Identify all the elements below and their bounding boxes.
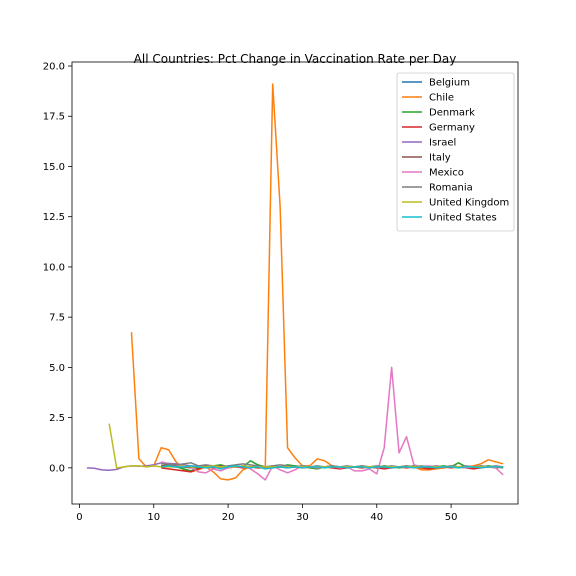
legend-label: Chile	[429, 93, 454, 104]
y-tick-label: 2.5	[49, 413, 65, 424]
legend-label: Belgium	[429, 78, 470, 89]
x-tick-label: 0	[76, 512, 82, 523]
legend: Belgium Chile Denmark Germany Israel Italy Mex…	[396, 72, 515, 232]
y-tick-label: 12.5	[43, 212, 65, 223]
legend-label: Israel	[429, 138, 456, 149]
y-tick-label: 20.0	[43, 62, 65, 73]
legend-box	[396, 72, 515, 232]
legend-label: Romania	[429, 183, 473, 194]
y-tick-label: 5.0	[49, 363, 65, 374]
x-tick-label: 30	[296, 512, 309, 523]
y-tick-label: 7.5	[49, 313, 65, 324]
legend-label: Germany	[429, 123, 475, 134]
chart-title: All Countries: Pct Change in Vaccination…	[134, 52, 457, 66]
legend-label: United Kingdom	[429, 198, 509, 209]
series-layer	[86, 83, 504, 481]
y-tick-label: 15.0	[43, 162, 65, 173]
x-tick-label: 50	[445, 512, 458, 523]
legend-label: Italy	[429, 153, 451, 164]
x-tick-label: 10	[147, 512, 160, 523]
axes-layer: 0 10 20 30 40 50 0.0 2.5 5.0 7.5 10.0 12.5 15.0 17.5 2…	[43, 61, 519, 523]
legend-label: Denmark	[429, 108, 475, 119]
y-tick-label: 10.0	[43, 262, 65, 273]
plot-frame	[71, 61, 519, 505]
x-tick-label: 40	[370, 512, 383, 523]
x-tick-label: 20	[222, 512, 235, 523]
y-tick-label: 17.5	[43, 112, 65, 123]
y-tick-label: 0.0	[49, 463, 65, 474]
series-line-united-states	[161, 465, 504, 470]
legend-label: United States	[429, 213, 497, 224]
legend-label: Mexico	[429, 168, 464, 179]
